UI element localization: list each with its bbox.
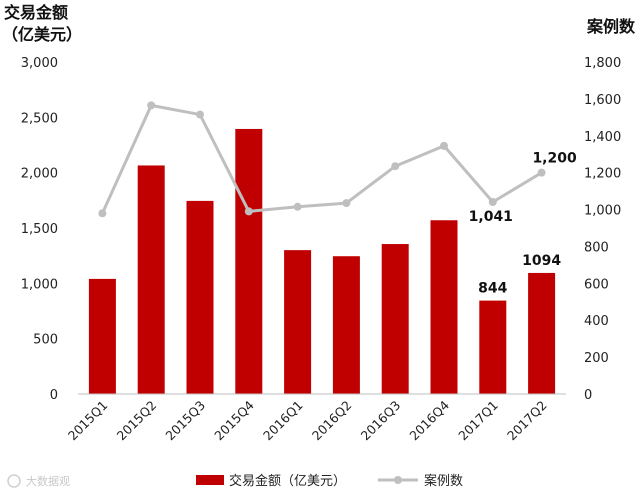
bar [332,256,360,394]
legend: 交易金额（亿美元） 案例数 [196,473,463,489]
left-tick-label: 0 [50,388,58,403]
bar [235,128,263,394]
data-label: 1094 [522,253,561,269]
line-point [537,168,546,177]
line-point [440,141,448,150]
right-tick-label: 800 [584,240,609,255]
x-tick-label: 2016Q2 [309,398,355,444]
line-point [391,162,400,171]
line-point [147,101,156,110]
watermark-logo-icon [7,474,21,488]
legend-marker-cases [394,476,402,484]
x-tick-label: 2016Q3 [358,398,404,444]
line-point [244,207,253,216]
right-tick-label: 1,000 [584,204,621,219]
left-axis-title-line2: （亿美元） [2,25,82,44]
left-tick-label: 1,500 [21,222,58,237]
bar [528,272,556,394]
left-tick-label: 2,000 [21,167,58,182]
line-series [98,101,546,218]
data-label: 1,200 [532,151,577,167]
left-tick-label: 500 [33,333,58,348]
x-axis-labels: 2015Q1 2015Q2 2015Q3 2015Q4 2016Q1 2016Q2 2016… [65,397,550,443]
right-tick-label: 400 [584,314,609,329]
left-tick-label: 1,000 [21,277,58,292]
right-tick-label: 200 [584,351,609,366]
watermark: 大数据观 [7,474,70,488]
bar [137,165,165,394]
right-axis-title: 案例数 [586,17,636,36]
right-axis-ticks: 0 200 400 600 800 1,000 1,200 1,400 1,600 1,800 [584,56,621,403]
x-tick-label: 2015Q1 [65,398,111,444]
right-tick-label: 600 [584,277,609,292]
legend-label-cases: 案例数 [424,474,463,489]
line-point [196,110,204,119]
right-tick-label: 1,800 [584,56,621,71]
legend-swatch-amount [196,475,224,485]
left-tick-label: 2,500 [21,111,58,126]
data-label: 844 [478,281,507,297]
line-point [293,202,302,211]
x-tick-label: 2017Q2 [504,398,550,444]
bar [479,300,507,394]
watermark-text: 大数据观 [26,474,70,488]
data-labels: 844 1094 1,041 1,200 [469,151,577,297]
legend-label-amount: 交易金额（亿美元） [229,473,346,489]
line-path [101,103,543,214]
x-tick-label: 2017Q1 [455,398,501,444]
bar [88,278,116,394]
left-tick-label: 3,000 [21,56,58,71]
right-tick-label: 1,400 [584,130,621,145]
bar [284,250,312,394]
left-axis-title-line1: 交易金额 [4,3,68,22]
line-point [488,197,497,206]
x-tick-label: 2016Q1 [260,398,306,444]
data-label: 1,041 [469,209,513,225]
bar [186,200,214,394]
right-tick-label: 1,200 [584,167,621,182]
line-point [98,209,107,218]
right-tick-label: 0 [584,388,592,403]
bar [430,220,458,394]
axis-titles: 交易金额 （亿美元） 案例数 [2,3,636,44]
bar [381,244,409,394]
right-tick-label: 1,600 [584,93,621,108]
bar-series [88,128,556,394]
x-tick-label: 2015Q3 [162,398,208,444]
left-axis-ticks: 0 500 1,000 1,500 2,000 2,500 3,000 [21,56,58,403]
x-tick-label: 2015Q4 [211,397,257,443]
x-tick-label: 2016Q4 [406,397,452,443]
line-point [342,199,351,208]
x-tick-label: 2015Q2 [114,398,160,444]
